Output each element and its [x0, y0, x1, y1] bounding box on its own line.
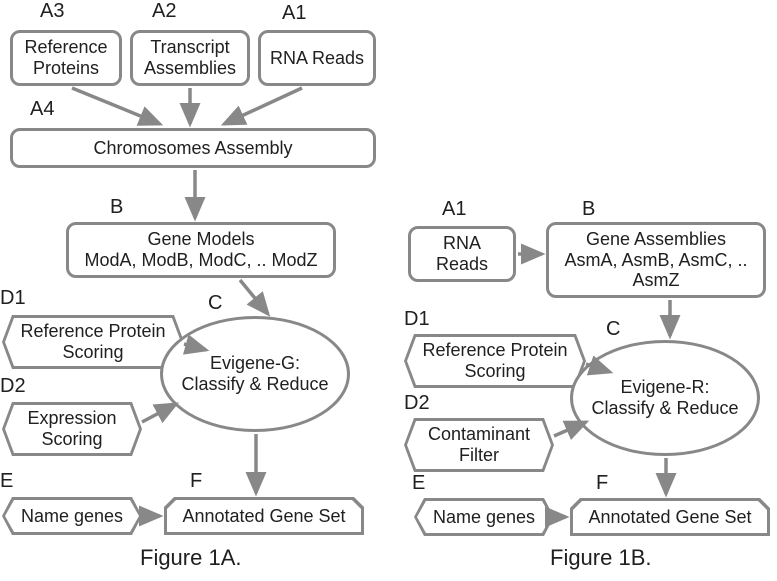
- node-e-name-genes-1b: Name genes: [414, 498, 554, 536]
- node-text: Annotated Gene Set: [182, 506, 345, 527]
- node-b-gene-models: Gene ModelsModA, ModB, ModC, .. ModZ: [66, 222, 336, 278]
- node-text: Reference Proteins: [17, 37, 115, 78]
- label-f-1a: F: [190, 470, 202, 493]
- node-e-name-genes: Name genes: [2, 497, 142, 535]
- label-c-1a: C: [208, 292, 222, 315]
- node-text: RNA Reads: [270, 48, 364, 69]
- node-text: Gene ModelsModA, ModB, ModC, .. ModZ: [84, 229, 317, 270]
- caption-1a: Figure 1A.: [140, 545, 242, 571]
- label-c-1b: C: [606, 318, 620, 341]
- node-c-evigene-g: Evigene-G:Classify & Reduce: [160, 316, 350, 432]
- node-text: Chromosomes Assembly: [93, 138, 292, 159]
- node-a1-rna-reads-1b: RNA Reads: [408, 226, 516, 282]
- node-f-annotated-gene-set-1b: Annotated Gene Set: [570, 498, 770, 536]
- label-a1: A1: [282, 2, 306, 25]
- label-d1-1b: D1: [404, 308, 430, 331]
- node-a1-rna-reads: RNA Reads: [258, 30, 376, 86]
- figure-container: A3 A2 A1 Reference Proteins Transcript A…: [0, 0, 777, 581]
- node-d1-ref-protein-scoring-1b: Reference ProteinScoring: [404, 334, 586, 388]
- label-b-1b: B: [582, 198, 595, 221]
- label-a1-1b: A1: [442, 198, 466, 221]
- node-d2-contaminant-filter: ContaminantFilter: [404, 418, 554, 472]
- node-f-annotated-gene-set: Annotated Gene Set: [164, 497, 364, 535]
- node-a4-chromosomes-assembly: Chromosomes Assembly: [10, 128, 376, 168]
- label-d1-1a: D1: [0, 287, 26, 310]
- label-a4: A4: [30, 98, 54, 121]
- node-text: Transcript Assemblies: [137, 37, 243, 78]
- node-text: Evigene-G:Classify & Reduce: [181, 353, 328, 394]
- node-text: Reference ProteinScoring: [20, 321, 165, 362]
- node-text: Gene AssembliesAsmA, AsmB, AsmC, ..AsmZ: [564, 229, 747, 291]
- node-text: ExpressionScoring: [27, 408, 116, 449]
- node-text: Reference ProteinScoring: [422, 340, 567, 381]
- caption-1b: Figure 1B.: [550, 545, 652, 571]
- label-e-1a: E: [0, 470, 13, 493]
- node-b-gene-assemblies: Gene AssembliesAsmA, AsmB, AsmC, ..AsmZ: [546, 222, 766, 298]
- node-a2-transcript-assemblies: Transcript Assemblies: [130, 30, 250, 86]
- label-d2-1a: D2: [0, 375, 26, 398]
- node-text: Evigene-R:Classify & Reduce: [591, 377, 738, 418]
- label-e-1b: E: [412, 472, 425, 495]
- node-a3-reference-proteins: Reference Proteins: [10, 30, 122, 86]
- node-text: Name genes: [433, 507, 535, 528]
- node-text: ContaminantFilter: [428, 424, 530, 465]
- node-text: Annotated Gene Set: [588, 507, 751, 528]
- label-f-1b: F: [596, 472, 608, 495]
- node-text: RNA Reads: [415, 233, 509, 274]
- label-a2: A2: [152, 0, 176, 23]
- node-text: Name genes: [21, 506, 123, 527]
- label-a3: A3: [40, 0, 64, 23]
- node-d2-expression-scoring: ExpressionScoring: [2, 402, 142, 456]
- node-d1-ref-protein-scoring: Reference ProteinScoring: [2, 315, 184, 369]
- node-c-evigene-r: Evigene-R:Classify & Reduce: [570, 340, 760, 456]
- label-d2-1b: D2: [404, 392, 430, 415]
- label-b-1a: B: [110, 196, 123, 219]
